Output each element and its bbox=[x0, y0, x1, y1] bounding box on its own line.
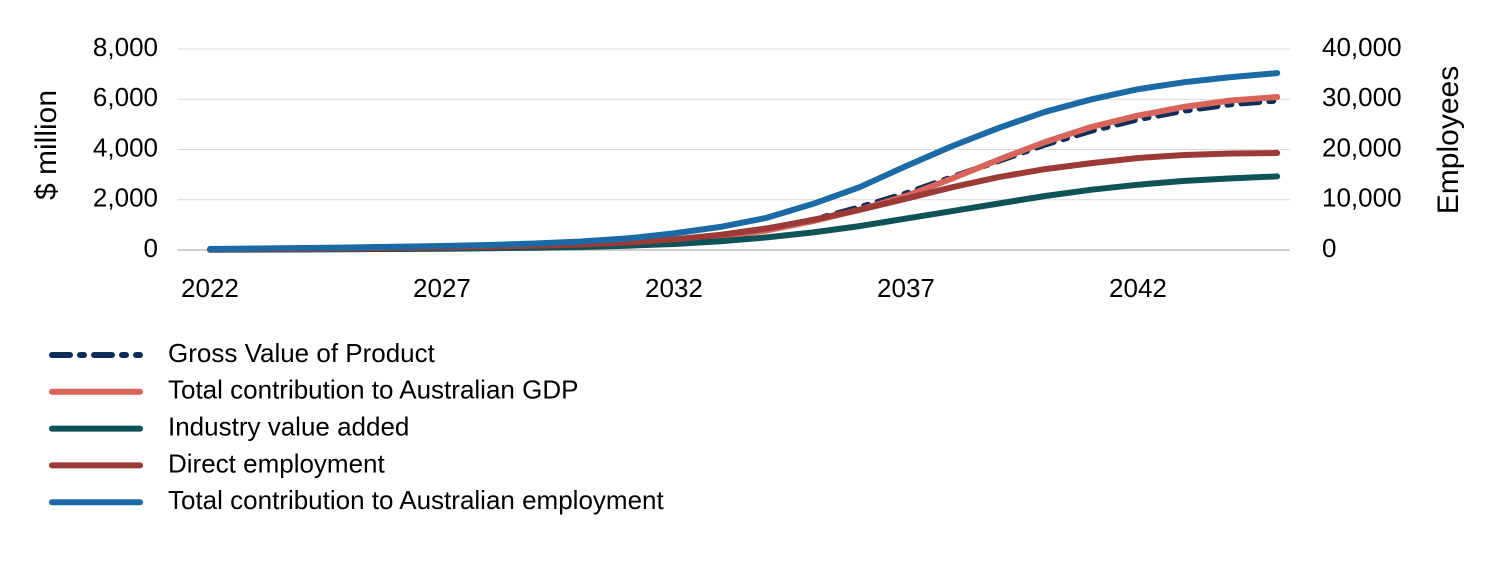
y2-tick-label: 30,000 bbox=[1322, 82, 1402, 112]
y-tick-label: 8,000 bbox=[93, 32, 158, 62]
series-line bbox=[207, 70, 1281, 252]
y-tick-label: 6,000 bbox=[93, 82, 158, 112]
legend-label: Gross Value of Product bbox=[168, 338, 436, 368]
legend-label: Total contribution to Australian GDP bbox=[168, 375, 578, 405]
x-tick-label: 2027 bbox=[413, 273, 471, 303]
y2-tick-label: 40,000 bbox=[1322, 32, 1402, 62]
y-tick-label: 0 bbox=[144, 233, 158, 263]
series-line bbox=[207, 94, 1281, 253]
legend-label: Industry value added bbox=[168, 411, 409, 441]
x-tick-label: 2032 bbox=[645, 273, 703, 303]
y2-tick-label: 0 bbox=[1322, 233, 1336, 263]
y-axis-label: $ million bbox=[30, 90, 63, 200]
x-tick-label: 2037 bbox=[877, 273, 935, 303]
x-tick-label: 2022 bbox=[181, 273, 239, 303]
y2-tick-label: 10,000 bbox=[1322, 183, 1402, 213]
y-tick-label: 4,000 bbox=[93, 132, 158, 162]
legend-label: Total contribution to Australian employm… bbox=[168, 485, 664, 515]
x-tick-label: 2042 bbox=[1109, 273, 1167, 303]
y2-axis-label: Employees bbox=[1432, 66, 1465, 214]
y-tick-label: 2,000 bbox=[93, 183, 158, 213]
legend-label: Direct employment bbox=[168, 448, 386, 478]
y2-tick-label: 20,000 bbox=[1322, 132, 1402, 162]
series-line bbox=[207, 173, 1281, 253]
